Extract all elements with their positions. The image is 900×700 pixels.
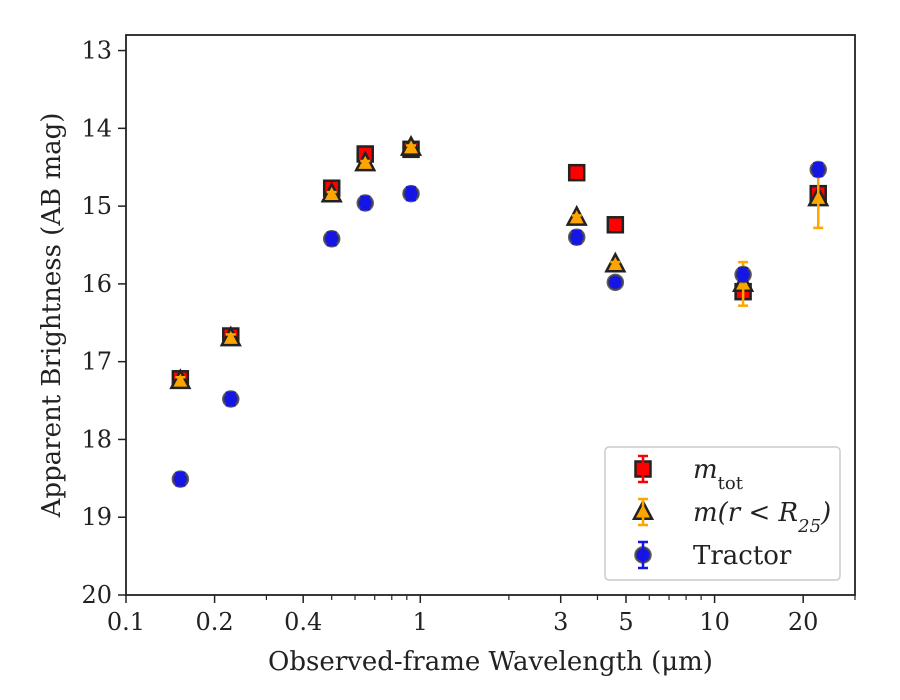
errorbar bbox=[360, 159, 371, 167]
y-tick-label: 15 bbox=[81, 192, 112, 220]
y-axis-label: Apparent Brightness (AB mag) bbox=[37, 113, 67, 519]
x-axis-label: Observed-frame Wavelength (μm) bbox=[268, 647, 713, 677]
errorbar bbox=[738, 267, 749, 283]
y-tick-label: 13 bbox=[81, 37, 112, 65]
errorbar bbox=[571, 169, 582, 177]
x-tick-label: 20 bbox=[788, 608, 819, 636]
errorbar bbox=[225, 391, 236, 407]
data-point-circle bbox=[171, 470, 190, 488]
y-tick-label: 17 bbox=[81, 348, 112, 376]
series-circle bbox=[171, 160, 827, 488]
errorbar bbox=[360, 195, 371, 211]
y-tick-label: 16 bbox=[81, 270, 112, 298]
y-tick-label: 18 bbox=[81, 425, 112, 453]
errorbar bbox=[610, 260, 621, 269]
legend-errorbar bbox=[638, 497, 648, 527]
y-tick-label: 20 bbox=[81, 581, 112, 609]
errorbar bbox=[813, 162, 824, 178]
legend-entry: m(r < R25) bbox=[631, 497, 831, 537]
y-tick-label: 19 bbox=[81, 503, 112, 531]
data-point-circle bbox=[222, 390, 240, 408]
x-tick-label: 10 bbox=[699, 608, 730, 636]
x-tick-label: 5 bbox=[618, 608, 633, 636]
data-point-square bbox=[567, 163, 586, 182]
x-tick-label: 3 bbox=[553, 608, 568, 636]
data-point-triangle bbox=[169, 368, 192, 390]
data-point-circle bbox=[322, 230, 341, 248]
errorbar bbox=[406, 144, 417, 152]
errorbar bbox=[571, 229, 582, 245]
legend-errorbar bbox=[638, 454, 648, 484]
errorbar bbox=[175, 375, 186, 387]
errorbar bbox=[175, 471, 186, 487]
errorbar bbox=[406, 186, 417, 202]
data-point-circle bbox=[402, 184, 420, 203]
data-point-circle bbox=[567, 228, 586, 246]
legend-label: Tractor bbox=[693, 541, 792, 571]
legend-entry: Tractor bbox=[634, 540, 792, 571]
legend-label: mtot bbox=[693, 455, 744, 494]
data-point-square bbox=[606, 216, 625, 234]
data-point-triangle bbox=[219, 325, 242, 347]
data-point-triangle bbox=[604, 251, 627, 273]
data-point-circle bbox=[356, 194, 374, 212]
errorbar bbox=[610, 221, 621, 229]
errorbar bbox=[326, 231, 337, 247]
errorbar bbox=[610, 277, 621, 288]
plot-frame bbox=[125, 34, 856, 596]
data-point-triangle bbox=[354, 150, 377, 172]
y-tick-label: 14 bbox=[81, 114, 112, 142]
x-tick-label: 0.2 bbox=[196, 608, 234, 636]
errorbar bbox=[225, 333, 236, 344]
legend: mtot m(r < R25) Tractor bbox=[604, 446, 841, 581]
x-tick-label: 1 bbox=[413, 608, 428, 636]
data-point-triangle bbox=[399, 134, 423, 156]
plot-area bbox=[169, 134, 830, 488]
legend-errorbar bbox=[638, 540, 648, 570]
data-point-circle bbox=[734, 265, 752, 284]
errorbar bbox=[571, 214, 582, 222]
data-point-triangle bbox=[565, 204, 588, 226]
data-point-circle bbox=[809, 160, 827, 179]
errorbar bbox=[326, 190, 337, 199]
legend-frame bbox=[604, 446, 841, 581]
x-tick-label: 0.4 bbox=[284, 608, 322, 636]
data-point-triangle bbox=[320, 181, 343, 203]
legend-entry: mtot bbox=[634, 454, 744, 494]
legend-label: m(r < R25) bbox=[693, 498, 831, 537]
x-tick-label: 0.1 bbox=[107, 608, 145, 636]
data-point-circle bbox=[606, 273, 625, 292]
